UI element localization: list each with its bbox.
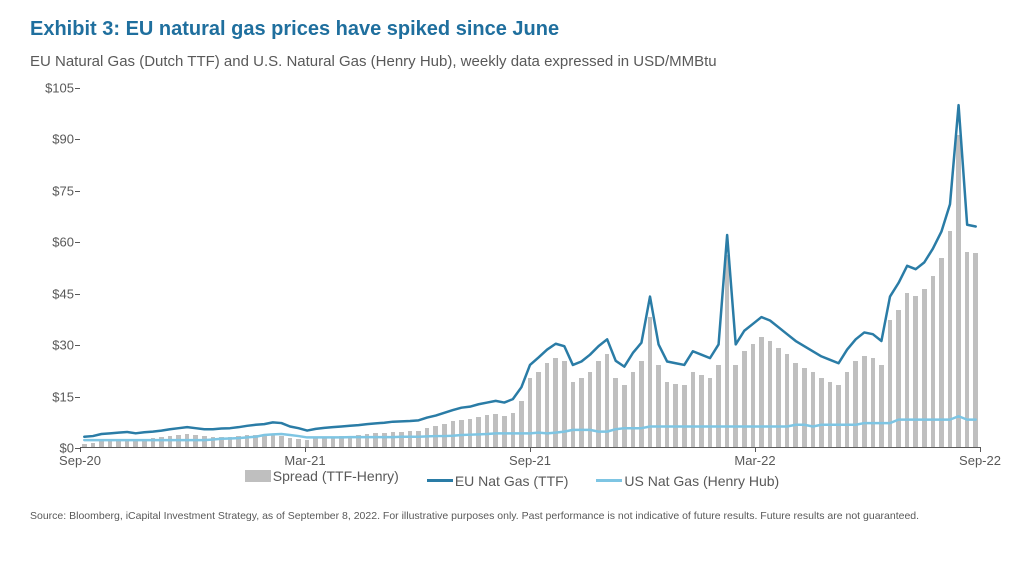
y-tick-mark [75,88,80,89]
chart-area: $0$15$30$45$60$75$90$105Sep-20Mar-21Sep-… [30,78,994,498]
source-note: Source: Bloomberg, iCapital Investment S… [30,510,994,522]
y-tick-label: $45 [52,286,74,301]
y-tick-label: $15 [52,389,74,404]
y-tick-mark [75,191,80,192]
y-tick-mark [75,397,80,398]
legend-label: Spread (TTF-Henry) [273,468,399,484]
x-tick-label: Sep-21 [509,453,551,468]
x-tick-mark [305,447,306,452]
x-tick-label: Sep-22 [959,453,1001,468]
legend: Spread (TTF-Henry) EU Nat Gas (TTF) US Nat… [30,468,994,489]
y-tick-label: $105 [45,81,74,96]
x-tick-label: Mar-22 [734,453,775,468]
eu-ttf-line [84,105,975,437]
exhibit-title: Exhibit 3: EU natural gas prices have sp… [30,18,994,41]
x-tick-mark [755,447,756,452]
line-layer [80,88,980,447]
legend-swatch-line [596,479,622,482]
y-tick-label: $90 [52,132,74,147]
x-tick-mark [530,447,531,452]
legend-item: EU Nat Gas (TTF) [427,473,569,489]
y-tick-mark [75,345,80,346]
y-tick-label: $60 [52,235,74,250]
x-tick-mark [980,447,981,452]
x-tick-label: Sep-20 [59,453,101,468]
legend-swatch-rect [245,470,271,482]
y-tick-label: $30 [52,338,74,353]
y-tick-mark [75,242,80,243]
legend-label: US Nat Gas (Henry Hub) [624,473,779,489]
exhibit-subtitle: EU Natural Gas (Dutch TTF) and U.S. Natu… [30,53,994,70]
y-tick-mark [75,294,80,295]
legend-label: EU Nat Gas (TTF) [455,473,569,489]
plot-region: $0$15$30$45$60$75$90$105Sep-20Mar-21Sep-… [80,88,980,448]
legend-item: US Nat Gas (Henry Hub) [596,473,779,489]
x-tick-mark [80,447,81,452]
x-tick-label: Mar-21 [284,453,325,468]
y-tick-mark [75,139,80,140]
legend-item: Spread (TTF-Henry) [245,468,399,484]
y-tick-label: $75 [52,183,74,198]
legend-swatch-line [427,479,453,482]
